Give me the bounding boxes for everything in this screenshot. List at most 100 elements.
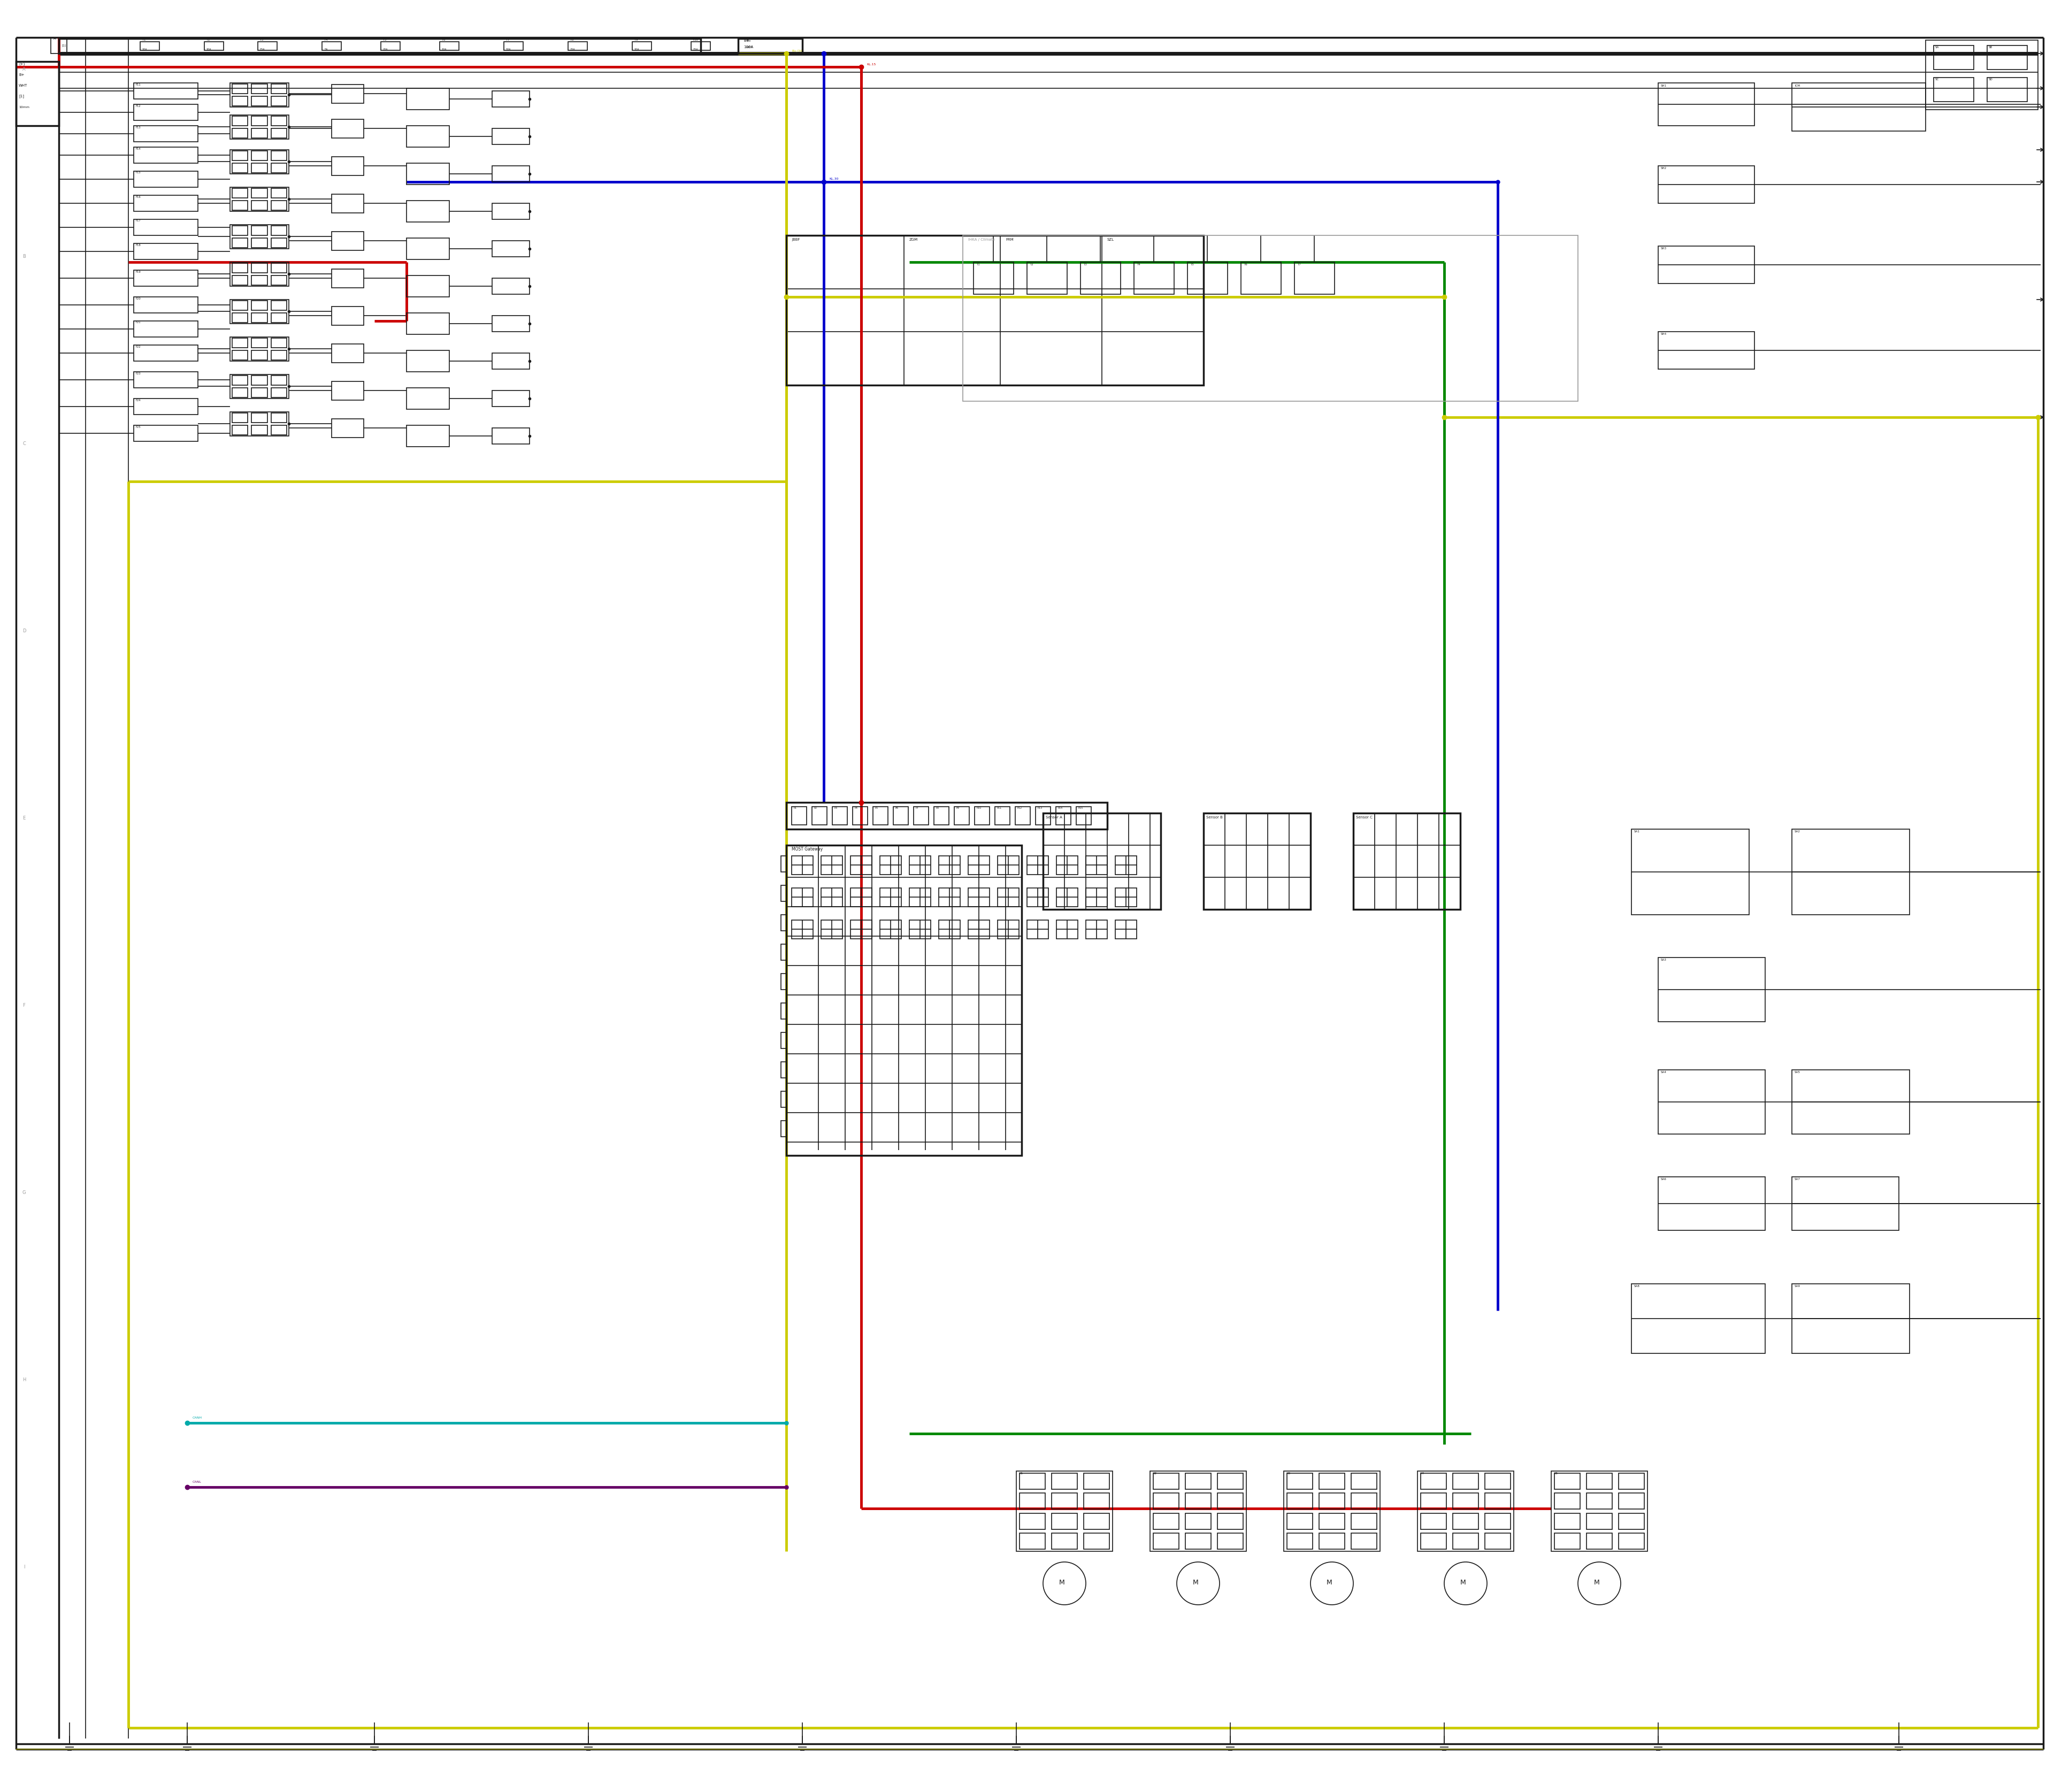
Bar — [232, 84, 249, 93]
Bar — [1115, 857, 1136, 874]
Bar — [1185, 1534, 1212, 1550]
Text: T6: T6 — [1243, 263, 1247, 267]
Text: T7: T7 — [1298, 263, 1300, 267]
Text: F8: F8 — [571, 39, 573, 41]
Bar — [781, 973, 787, 989]
Text: H: H — [23, 1378, 27, 1382]
Bar — [1288, 1534, 1313, 1550]
Bar — [1619, 1493, 1645, 1509]
Bar — [1015, 806, 1031, 824]
Text: X5: X5 — [1555, 1473, 1559, 1475]
Text: ICM: ICM — [1795, 84, 1799, 88]
Bar — [1319, 1534, 1345, 1550]
Bar — [873, 806, 887, 824]
Bar — [690, 41, 711, 50]
Text: FRM: FRM — [1006, 238, 1013, 242]
Bar — [1586, 1512, 1612, 1529]
Bar — [1017, 1471, 1113, 1552]
Bar — [493, 91, 530, 108]
Text: P11: P11 — [996, 806, 1002, 808]
Bar — [331, 156, 364, 176]
Bar — [1586, 1473, 1612, 1489]
Bar — [407, 163, 450, 185]
Text: 15A: 15A — [692, 48, 698, 52]
Text: SA6: SA6 — [1662, 1177, 1666, 1181]
Bar — [1080, 262, 1121, 294]
Bar — [251, 188, 267, 199]
Bar — [994, 806, 1011, 824]
Text: P10: P10 — [976, 806, 982, 808]
Bar — [1986, 77, 2027, 102]
Bar — [1421, 1534, 1446, 1550]
Bar — [879, 919, 902, 939]
Bar — [569, 41, 587, 50]
Text: E: E — [23, 815, 25, 821]
Bar — [331, 120, 364, 138]
Bar — [1352, 1512, 1376, 1529]
Text: X1: X1 — [1019, 1473, 1023, 1475]
Bar — [1134, 262, 1175, 294]
Text: SA2: SA2 — [1795, 830, 1801, 833]
Bar — [1791, 1177, 1898, 1231]
Bar — [271, 314, 288, 323]
Bar — [1085, 1493, 1109, 1509]
Bar — [1452, 1534, 1479, 1550]
Text: F7: F7 — [507, 39, 509, 41]
Bar — [251, 163, 267, 172]
Bar — [1043, 814, 1161, 909]
Text: 15A: 15A — [259, 48, 265, 52]
Bar — [1352, 1473, 1376, 1489]
Text: P5: P5 — [875, 806, 877, 808]
Bar — [781, 1063, 787, 1077]
Bar — [1555, 1493, 1580, 1509]
Bar — [251, 276, 267, 285]
Bar — [1452, 1512, 1479, 1529]
Bar — [493, 353, 530, 369]
Text: SZL: SZL — [1107, 238, 1113, 242]
Bar — [974, 262, 1013, 294]
Bar — [1085, 1512, 1109, 1529]
Bar — [1150, 1471, 1247, 1552]
Text: F20: F20 — [136, 297, 140, 299]
Text: JBBF: JBBF — [791, 238, 799, 242]
Bar — [271, 84, 288, 93]
Text: P2: P2 — [813, 806, 817, 808]
Text: F25: F25 — [136, 425, 140, 428]
Text: F19: F19 — [136, 271, 140, 272]
Bar — [1288, 1493, 1313, 1509]
Text: 10A: 10A — [505, 48, 511, 52]
Bar — [939, 919, 959, 939]
Bar — [493, 167, 530, 181]
Bar — [203, 41, 224, 50]
Bar — [331, 194, 364, 213]
Bar — [1035, 806, 1050, 824]
Bar — [1658, 957, 1764, 1021]
Text: Sensor B: Sensor B — [1206, 815, 1222, 819]
Bar — [633, 41, 651, 50]
Bar — [1658, 82, 1754, 125]
Bar — [271, 226, 288, 235]
Bar — [230, 115, 290, 140]
Bar — [955, 806, 969, 824]
Bar — [251, 151, 267, 161]
Bar — [134, 172, 197, 186]
Bar — [781, 914, 787, 930]
Bar — [1658, 246, 1754, 283]
Text: F10: F10 — [692, 39, 698, 41]
Bar — [232, 387, 249, 398]
Text: M: M — [1193, 1579, 1197, 1586]
Bar — [1218, 1493, 1243, 1509]
Bar — [251, 97, 267, 106]
Bar — [1052, 1493, 1076, 1509]
Text: 10A: 10A — [442, 48, 446, 52]
Text: P12: P12 — [1017, 806, 1021, 808]
Text: 10mm: 10mm — [18, 106, 29, 108]
Bar — [1791, 1283, 1910, 1353]
Bar — [1218, 1534, 1243, 1550]
Bar — [967, 919, 990, 939]
Bar — [787, 235, 1204, 385]
Bar — [1555, 1534, 1580, 1550]
Bar — [1185, 1473, 1212, 1489]
Bar — [781, 1091, 787, 1107]
Bar — [879, 889, 902, 907]
